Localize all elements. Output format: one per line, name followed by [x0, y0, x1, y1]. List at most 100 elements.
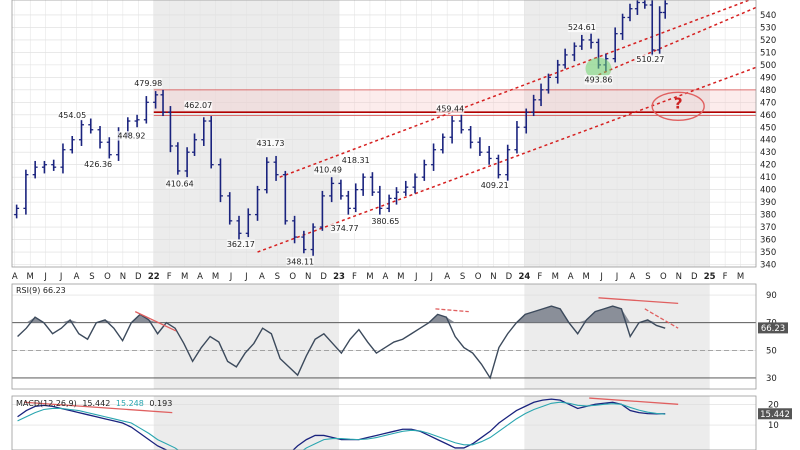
price-label-bg — [117, 131, 146, 141]
macd-series — [17, 398, 666, 450]
price-bar — [292, 215, 298, 244]
price-bar — [394, 187, 400, 205]
price-bar — [538, 83, 544, 107]
highlight-circle — [585, 57, 612, 80]
price-bar — [88, 118, 94, 134]
price-bar — [634, 0, 640, 15]
price-bar — [440, 133, 446, 154]
price-bars — [14, 0, 668, 256]
resistance-zone-fill — [153, 89, 756, 113]
price-label: 510.27 — [636, 55, 664, 64]
price-bar — [192, 133, 198, 156]
macd-divergence — [23, 401, 173, 414]
price-bar — [612, 27, 618, 63]
x-tick-label: O — [104, 272, 111, 282]
year-shade — [524, 284, 710, 389]
x-tick-label: M — [737, 272, 744, 282]
price-bar — [353, 183, 359, 213]
price-bar — [345, 190, 351, 215]
x-tick-label: O — [475, 272, 482, 282]
rsi-title: RSI(9) 66.23 — [16, 286, 66, 295]
x-tick-label: A — [568, 272, 574, 282]
x-tick-label: N — [120, 272, 126, 282]
rsi-year-shading — [153, 284, 710, 389]
price-bar — [403, 180, 409, 196]
price-label: 426.36 — [84, 160, 112, 169]
price-bar — [545, 73, 551, 94]
channel-lower-line — [257, 66, 757, 253]
price-bar — [282, 170, 288, 225]
price-label: 454.05 — [58, 111, 86, 120]
rsi-divergence-lines — [134, 297, 679, 332]
price-panel-border — [11, 0, 757, 268]
price-bar — [514, 121, 520, 154]
price-bar — [201, 117, 207, 146]
price-bar — [160, 89, 166, 117]
x-tick-label: S — [645, 272, 650, 282]
price-labels: 479.98 454.05 448.92 426.36 462.07 410.64 431.… — [58, 22, 665, 267]
price-label-bg — [313, 165, 342, 175]
price-markers: ? — [585, 57, 705, 122]
price-bar — [153, 91, 159, 109]
price-bar — [78, 119, 84, 146]
price-bar — [431, 143, 437, 171]
price-bar — [264, 157, 270, 194]
price-bar — [412, 173, 418, 194]
price-bar — [245, 208, 251, 238]
rsi-tick-label: 30 — [766, 374, 777, 384]
price-label: 410.49 — [314, 166, 342, 175]
price-label-bg — [286, 256, 315, 267]
price-bar — [60, 143, 66, 174]
macd-value-badge-bg — [758, 408, 792, 420]
price-bar — [588, 33, 594, 49]
price-label-bg — [165, 178, 194, 189]
price-tick-label: 500 — [760, 61, 776, 71]
macd-year-shading — [153, 396, 710, 450]
price-tick-label: 440 — [760, 136, 776, 146]
price-tick-label: 340 — [760, 261, 776, 271]
year-shade — [524, 396, 710, 450]
macd-title: MACD(12,26,9) 15.442 15.248 0.193 — [16, 399, 172, 408]
price-bar — [620, 13, 626, 40]
x-tick-label: M — [212, 272, 219, 282]
x-tick-label: J — [244, 272, 248, 282]
macd-title-macd-value: 15.442 — [82, 399, 110, 408]
macd-title-prefix: MACD(12,26,9) — [16, 399, 77, 408]
price-bar — [167, 106, 173, 153]
price-bar — [458, 114, 464, 134]
price-label: 462.07 — [184, 101, 212, 110]
price-bar — [41, 160, 47, 174]
price-label-bg — [480, 180, 509, 191]
year-shade — [153, 396, 340, 450]
price-bar — [175, 142, 181, 175]
x-tick-label: D — [691, 272, 698, 282]
price-tick-label: 480 — [760, 86, 776, 96]
x-tick-label: J — [615, 272, 619, 282]
question-mark: ? — [674, 94, 683, 112]
price-label-bg — [84, 159, 113, 169]
price-bar — [97, 126, 103, 149]
rsi-value-badge-bg — [758, 322, 788, 334]
macd-title-histogram-value: 0.193 — [149, 399, 172, 408]
price-bar — [236, 215, 242, 240]
x-tick-label: M — [582, 272, 589, 282]
x-tick-label: M — [552, 272, 559, 282]
x-tick-label: J — [414, 272, 418, 282]
price-bar — [505, 144, 511, 181]
price-label-bg — [184, 100, 213, 111]
macd-divergence-lines — [23, 397, 679, 414]
price-bar — [319, 190, 325, 231]
price-tick-label: 400 — [760, 186, 776, 196]
macd-value-badge: 15.442 — [760, 410, 790, 420]
x-tick-label: N — [490, 272, 496, 282]
price-bar — [562, 48, 568, 69]
x-tick-label: 25 — [704, 272, 716, 282]
x-tick-label: O — [289, 272, 296, 282]
x-tick-label: S — [89, 272, 94, 282]
price-bar — [468, 126, 474, 149]
x-tick-label: A — [197, 272, 203, 282]
price-label-bg — [371, 216, 400, 226]
macd-tick-label: 20 — [768, 400, 779, 410]
price-label-bg — [134, 78, 163, 88]
